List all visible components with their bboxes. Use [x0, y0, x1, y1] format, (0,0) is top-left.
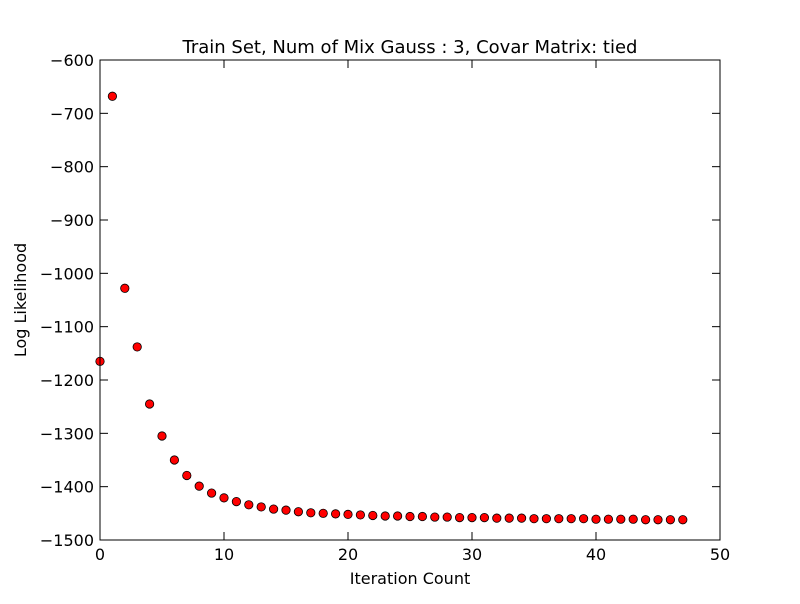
data-point — [628, 514, 638, 524]
ticks-layer: 0 10 20 30 40 50 −600 −700 −800 −900 −1000 −1100 −12… — [40, 51, 730, 564]
data-point — [454, 512, 465, 523]
data-point — [182, 470, 192, 481]
marks-layer — [95, 91, 688, 525]
data-point — [145, 399, 155, 409]
data-point — [380, 511, 390, 521]
data-point — [132, 342, 142, 352]
y-tick-label: −1200 — [40, 371, 94, 390]
data-point — [616, 514, 626, 524]
data-point — [479, 512, 489, 523]
data-point — [442, 512, 452, 522]
data-point — [194, 481, 204, 491]
data-point — [256, 502, 266, 512]
data-point — [541, 514, 552, 524]
data-point — [219, 493, 229, 503]
data-point — [281, 505, 291, 515]
data-point — [665, 515, 676, 525]
x-tick-label: 40 — [586, 545, 606, 564]
data-point — [492, 513, 502, 523]
data-point — [603, 514, 614, 524]
data-point — [207, 488, 217, 498]
data-point — [343, 509, 353, 520]
data-point — [120, 283, 130, 293]
data-point — [355, 510, 365, 520]
x-tick-label: 30 — [462, 545, 482, 564]
y-tick-label: −1100 — [40, 318, 94, 337]
data-point — [417, 511, 427, 522]
data-point — [293, 507, 303, 517]
data-point — [678, 515, 688, 525]
x-tick-label: 10 — [214, 545, 234, 564]
data-point — [516, 513, 527, 523]
y-tick-label: −800 — [50, 158, 94, 177]
data-point — [330, 509, 341, 519]
x-tick-label: 20 — [338, 545, 358, 564]
data-point — [405, 511, 415, 522]
y-tick-label: −700 — [50, 104, 94, 123]
y-tick-label: −600 — [50, 51, 94, 70]
data-point — [268, 504, 279, 514]
data-point — [244, 500, 254, 510]
data-point — [169, 455, 179, 465]
data-point — [653, 515, 663, 525]
y-axis-label: Log Likelihood — [11, 243, 30, 357]
data-point — [566, 514, 576, 524]
data-point — [591, 514, 601, 524]
data-point — [392, 511, 403, 521]
y-tick-label: −900 — [50, 211, 94, 230]
data-point — [368, 510, 378, 521]
data-point — [318, 508, 328, 518]
data-point — [467, 512, 477, 523]
data-point — [640, 515, 651, 525]
data-point — [107, 91, 118, 101]
y-tick-label: −1300 — [40, 424, 94, 443]
plot-frame — [99, 59, 721, 541]
data-point — [529, 514, 539, 524]
chart-title: Train Set, Num of Mix Gauss : 3, Covar M… — [182, 37, 638, 58]
data-point — [578, 514, 589, 524]
x-tick-label: 50 — [710, 545, 730, 564]
x-axis-label: Iteration Count — [350, 569, 470, 588]
x-tick-label: 0 — [95, 545, 105, 564]
data-point — [306, 508, 316, 518]
data-point — [157, 431, 167, 441]
y-tick-label: −1500 — [40, 531, 94, 550]
data-point — [554, 514, 564, 524]
y-tick-label: −1000 — [40, 264, 94, 283]
y-tick-label: −1400 — [40, 478, 94, 497]
data-point — [504, 513, 514, 523]
data-point — [430, 512, 440, 522]
data-point — [231, 496, 241, 507]
